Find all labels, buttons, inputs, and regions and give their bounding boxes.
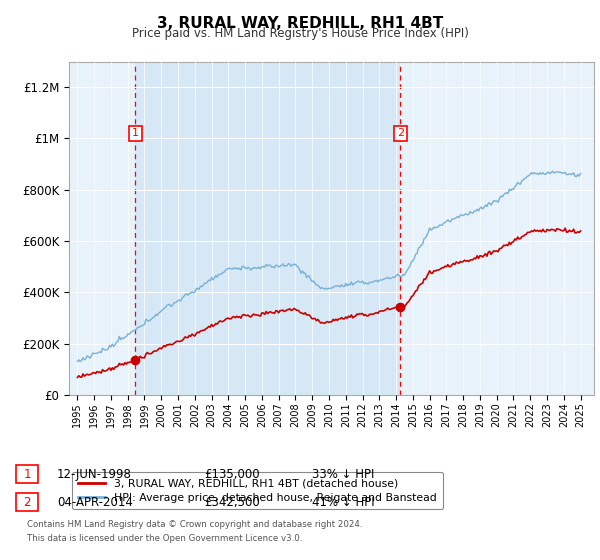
Text: Contains HM Land Registry data © Crown copyright and database right 2024.: Contains HM Land Registry data © Crown c… <box>27 520 362 529</box>
Text: 1: 1 <box>23 468 31 481</box>
Text: £135,000: £135,000 <box>204 468 260 481</box>
Text: This data is licensed under the Open Government Licence v3.0.: This data is licensed under the Open Gov… <box>27 534 302 543</box>
Text: 41% ↓ HPI: 41% ↓ HPI <box>312 496 374 509</box>
Text: 2: 2 <box>397 128 404 138</box>
Text: 33% ↓ HPI: 33% ↓ HPI <box>312 468 374 481</box>
Text: £342,500: £342,500 <box>204 496 260 509</box>
Text: 3, RURAL WAY, REDHILL, RH1 4BT: 3, RURAL WAY, REDHILL, RH1 4BT <box>157 16 443 31</box>
Text: 1: 1 <box>132 128 139 138</box>
Text: 2: 2 <box>23 496 31 509</box>
Legend: 3, RURAL WAY, REDHILL, RH1 4BT (detached house), HPI: Average price, detached ho: 3, RURAL WAY, REDHILL, RH1 4BT (detached… <box>72 472 443 509</box>
Text: 04-APR-2014: 04-APR-2014 <box>57 496 133 509</box>
Text: 12-JUN-1998: 12-JUN-1998 <box>57 468 132 481</box>
Bar <box>136 62 400 395</box>
Text: Price paid vs. HM Land Registry's House Price Index (HPI): Price paid vs. HM Land Registry's House … <box>131 27 469 40</box>
